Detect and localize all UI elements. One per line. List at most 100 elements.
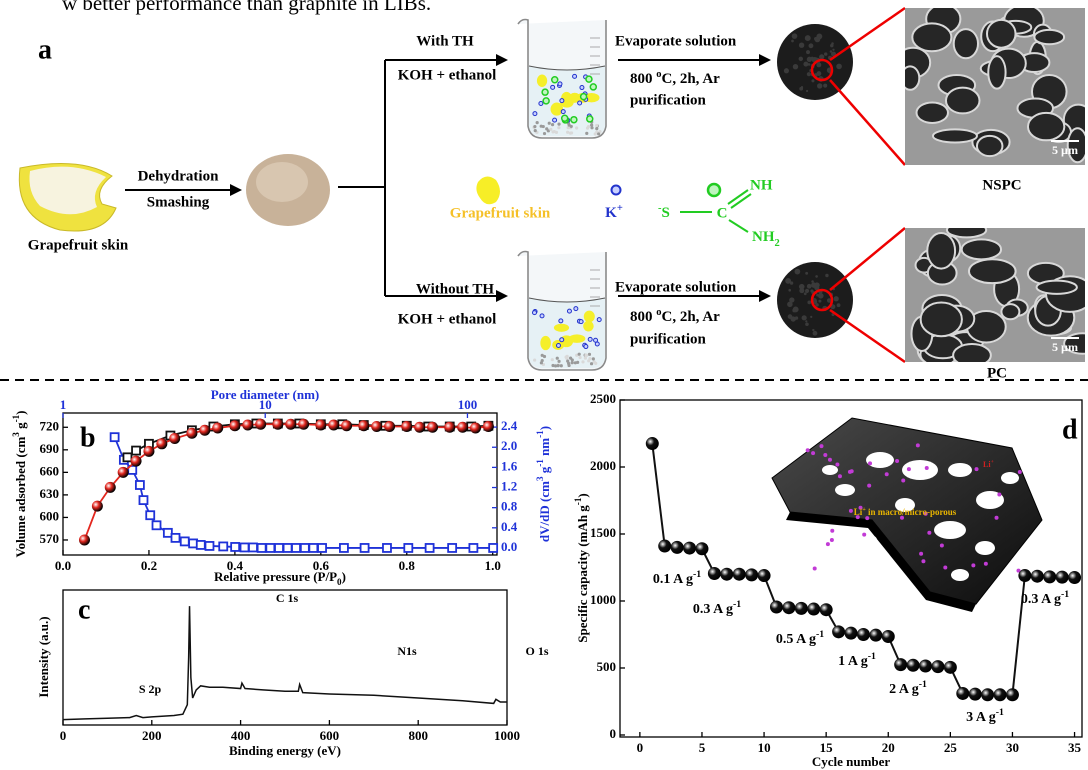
- carbon-grain: [788, 289, 791, 292]
- particle: [581, 360, 584, 363]
- ion: [567, 309, 571, 313]
- particle: [566, 360, 569, 363]
- sem-pore: [927, 233, 955, 269]
- text-part: +: [991, 459, 994, 465]
- carbon-grain: [823, 84, 827, 88]
- text-part: 0.5 A g: [776, 632, 816, 647]
- beaker: [518, 252, 606, 371]
- particle: [574, 361, 577, 364]
- scale-bar-label: 5 µm: [1052, 143, 1078, 157]
- text-part: g: [537, 466, 552, 476]
- inset-ion: [830, 538, 834, 542]
- inset-ion: [823, 453, 827, 457]
- data-point: [153, 521, 161, 529]
- inset-ion: [984, 562, 988, 566]
- data-point: [969, 688, 982, 701]
- reagent: KOH + ethanol: [398, 311, 497, 327]
- particle: [571, 358, 574, 361]
- carbon-grain: [799, 42, 804, 47]
- carbon-grain: [836, 64, 842, 70]
- inset-ion: [995, 516, 999, 520]
- legend-grapefruit: [476, 176, 500, 204]
- inset-ion: [895, 459, 899, 463]
- tick-label: 20: [882, 740, 895, 755]
- arrow-head: [759, 290, 771, 302]
- text-part: 2: [775, 238, 780, 249]
- data-point: [111, 433, 119, 441]
- text-part: 0.1 A g: [653, 572, 693, 587]
- data-point: [301, 544, 309, 552]
- text-part: Relative pressure (P/P: [214, 569, 337, 584]
- text-part: ): [575, 493, 590, 497]
- particle: [555, 131, 558, 134]
- data-point: [171, 534, 179, 542]
- page: w better performance than graphite in LI…: [0, 0, 1088, 770]
- ion: [579, 320, 583, 324]
- process-step: Evaporate solution: [615, 279, 737, 295]
- data-point: [820, 603, 833, 616]
- ion: [560, 338, 564, 342]
- data-point: [118, 467, 129, 478]
- annotation: 3 A g-1: [966, 707, 1004, 725]
- data-point: [745, 568, 758, 581]
- inset-ion: [907, 467, 911, 471]
- text-part: 3 A g: [966, 710, 996, 725]
- carbon-grain: [785, 278, 791, 284]
- plot-frame: [63, 590, 507, 725]
- data-point: [832, 625, 845, 638]
- text-part: K: [605, 205, 617, 221]
- tick-label: 0.0: [55, 558, 71, 573]
- data-point: [1031, 570, 1044, 583]
- data-point: [156, 438, 167, 449]
- inset-label: Li+ in macro/micro-porous: [854, 506, 957, 517]
- data-point: [1068, 571, 1081, 584]
- inset-ion: [835, 463, 839, 467]
- carbon-grain: [815, 37, 821, 43]
- particle: [557, 126, 560, 129]
- chem-bond: [729, 220, 748, 232]
- inset-pore: [1001, 472, 1019, 484]
- series-line: [63, 606, 507, 719]
- text-part: Specific capacity (mAh g: [575, 505, 590, 643]
- carbon-grain: [812, 329, 814, 331]
- source-label: Grapefruit skin: [28, 237, 129, 253]
- process-conditions: 800 oC, 2h, Ar: [630, 307, 720, 326]
- inset-ion: [916, 443, 920, 447]
- data-point: [132, 447, 140, 455]
- text-part: dV/dD (cm: [537, 481, 552, 542]
- carbon-grain: [805, 272, 808, 275]
- ion: [553, 118, 557, 122]
- thiourea: [562, 115, 568, 121]
- carbon-grain: [799, 284, 805, 290]
- text-part: +: [617, 203, 623, 214]
- data-point: [309, 544, 317, 552]
- data-point: [845, 627, 858, 640]
- tick-label: 200: [142, 728, 162, 743]
- sem-pore: [921, 303, 962, 337]
- data-point: [1043, 570, 1056, 583]
- data-point: [414, 422, 425, 433]
- data-point: [266, 544, 274, 552]
- carbon-grain: [791, 316, 796, 321]
- thiourea: [543, 98, 549, 104]
- data-point: [695, 542, 708, 555]
- data-point: [315, 420, 326, 431]
- sem-pore: [1037, 281, 1077, 294]
- data-point: [205, 542, 213, 550]
- particle: [570, 131, 573, 134]
- carbon-grain: [816, 294, 819, 297]
- text-part: 800: [630, 71, 656, 87]
- annotation: 0.3 A g-1: [693, 599, 741, 617]
- carbon-grain: [837, 303, 841, 307]
- carbon-grain: [830, 50, 833, 53]
- text-part: 0.3 A g: [1021, 592, 1061, 607]
- data-point: [1018, 569, 1031, 582]
- particle: [586, 126, 589, 129]
- particle: [594, 362, 597, 365]
- grapefruit-bit: [583, 321, 594, 332]
- particle: [533, 358, 536, 361]
- tick-label: 600: [320, 728, 340, 743]
- data-point: [199, 425, 210, 436]
- inset-ion: [830, 529, 834, 533]
- data-point: [770, 601, 783, 614]
